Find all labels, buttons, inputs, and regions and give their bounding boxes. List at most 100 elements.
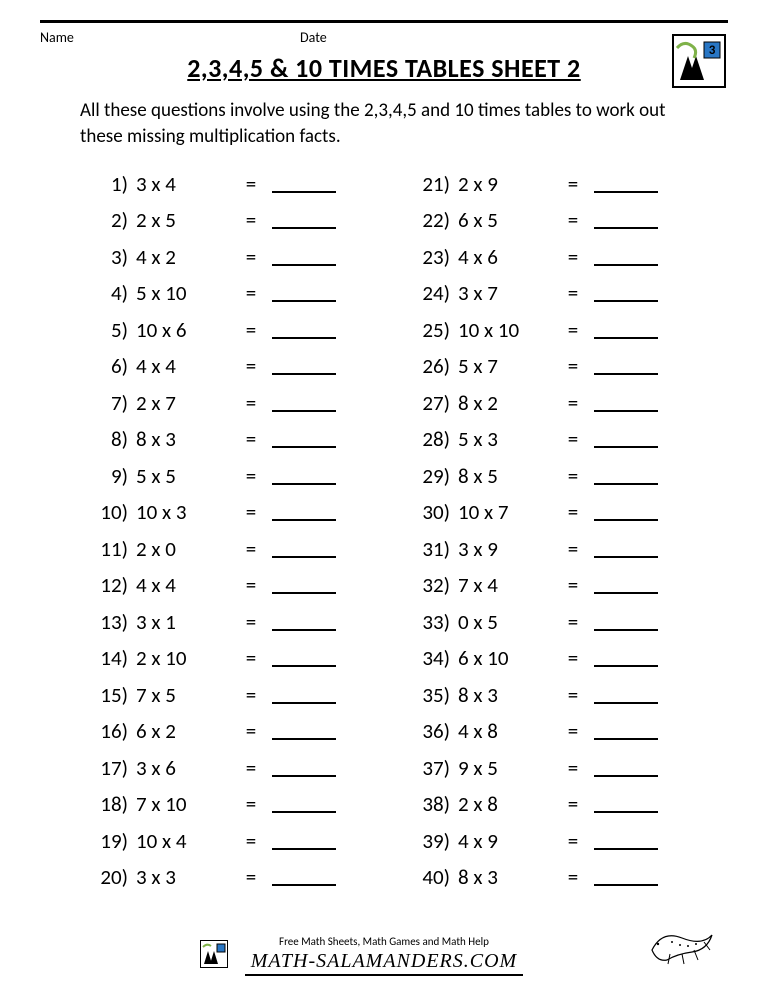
equals-sign: =: [236, 864, 266, 890]
answer-blank[interactable]: [272, 649, 336, 667]
problem-number: 3): [90, 244, 136, 270]
answer-blank[interactable]: [594, 211, 658, 229]
problem-row: 4)5 x 10=: [90, 275, 382, 312]
problem-row: 40)8 x 3=: [412, 859, 704, 896]
answer-blank[interactable]: [594, 394, 658, 412]
problems-column-right: 21)2 x 9=22)6 x 5=23)4 x 6=24)3 x 7=25)1…: [412, 165, 704, 895]
answer-blank[interactable]: [594, 248, 658, 266]
problem-expression: 5 x 5: [136, 463, 236, 489]
answer-blank[interactable]: [594, 795, 658, 813]
answer-blank[interactable]: [272, 613, 336, 631]
answer-blank[interactable]: [594, 321, 658, 339]
equals-sign: =: [236, 536, 266, 562]
problem-expression: 8 x 5: [458, 463, 558, 489]
problem-row: 2)2 x 5=: [90, 202, 382, 239]
problem-row: 12)4 x 4=: [90, 567, 382, 604]
answer-blank[interactable]: [272, 503, 336, 521]
problem-number: 32): [412, 572, 458, 598]
problem-expression: 10 x 10: [458, 317, 558, 343]
equals-sign: =: [558, 755, 588, 781]
problem-expression: 3 x 9: [458, 536, 558, 562]
problem-expression: 2 x 8: [458, 791, 558, 817]
answer-blank[interactable]: [594, 540, 658, 558]
problem-row: 8)8 x 3=: [90, 421, 382, 458]
equals-sign: =: [558, 682, 588, 708]
answer-blank[interactable]: [272, 394, 336, 412]
problems-grid: 1)3 x 4=2)2 x 5=3)4 x 2=4)5 x 10=5)10 x …: [90, 165, 704, 895]
problem-expression: 3 x 4: [136, 171, 236, 197]
answer-blank[interactable]: [594, 868, 658, 886]
problem-expression: 6 x 10: [458, 645, 558, 671]
equals-sign: =: [236, 207, 266, 233]
answer-blank[interactable]: [272, 248, 336, 266]
problem-expression: 3 x 7: [458, 280, 558, 306]
answer-blank[interactable]: [594, 284, 658, 302]
answer-blank[interactable]: [272, 467, 336, 485]
answer-blank[interactable]: [272, 540, 336, 558]
problem-expression: 7 x 5: [136, 682, 236, 708]
equals-sign: =: [236, 317, 266, 343]
problem-number: 1): [90, 171, 136, 197]
answer-blank[interactable]: [594, 430, 658, 448]
problem-expression: 9 x 5: [458, 755, 558, 781]
answer-blank[interactable]: [272, 175, 336, 193]
problem-row: 28)5 x 3=: [412, 421, 704, 458]
answer-blank[interactable]: [272, 868, 336, 886]
problem-expression: 8 x 2: [458, 390, 558, 416]
problem-number: 21): [412, 171, 458, 197]
problem-row: 9)5 x 5=: [90, 457, 382, 494]
equals-sign: =: [558, 244, 588, 270]
answer-blank[interactable]: [272, 576, 336, 594]
answer-blank[interactable]: [594, 613, 658, 631]
equals-sign: =: [558, 645, 588, 671]
problem-number: 19): [90, 828, 136, 854]
problem-number: 8): [90, 426, 136, 452]
answer-blank[interactable]: [272, 759, 336, 777]
answer-blank[interactable]: [272, 686, 336, 704]
worksheet-page: Name Date 3 2,3,4,5 & 10 TIMES TABLES SH…: [0, 0, 768, 905]
problem-expression: 0 x 5: [458, 609, 558, 635]
problem-row: 7)2 x 7=: [90, 384, 382, 421]
answer-blank[interactable]: [594, 503, 658, 521]
problem-number: 40): [412, 864, 458, 890]
equals-sign: =: [236, 609, 266, 635]
equals-sign: =: [236, 280, 266, 306]
answer-blank[interactable]: [594, 649, 658, 667]
answer-blank[interactable]: [272, 357, 336, 375]
answer-blank[interactable]: [272, 430, 336, 448]
answer-blank[interactable]: [272, 832, 336, 850]
answer-blank[interactable]: [594, 357, 658, 375]
answer-blank[interactable]: [272, 795, 336, 813]
equals-sign: =: [558, 718, 588, 744]
answer-blank[interactable]: [594, 686, 658, 704]
problem-expression: 7 x 10: [136, 791, 236, 817]
problem-row: 5)10 x 6=: [90, 311, 382, 348]
answer-blank[interactable]: [272, 211, 336, 229]
answer-blank[interactable]: [594, 722, 658, 740]
equals-sign: =: [558, 536, 588, 562]
problem-number: 15): [90, 682, 136, 708]
answer-blank[interactable]: [594, 467, 658, 485]
problem-expression: 3 x 6: [136, 755, 236, 781]
svg-text:3: 3: [709, 43, 716, 58]
equals-sign: =: [558, 426, 588, 452]
problem-number: 33): [412, 609, 458, 635]
answer-blank[interactable]: [594, 576, 658, 594]
problem-row: 38)2 x 8=: [412, 786, 704, 823]
problem-expression: 5 x 3: [458, 426, 558, 452]
problem-expression: 4 x 6: [458, 244, 558, 270]
problem-expression: 4 x 4: [136, 353, 236, 379]
problem-number: 37): [412, 755, 458, 781]
answer-blank[interactable]: [272, 321, 336, 339]
answer-blank[interactable]: [272, 284, 336, 302]
problem-number: 14): [90, 645, 136, 671]
problem-row: 19)10 x 4=: [90, 822, 382, 859]
problem-row: 24)3 x 7=: [412, 275, 704, 312]
problem-number: 12): [90, 572, 136, 598]
problem-row: 18)7 x 10=: [90, 786, 382, 823]
equals-sign: =: [236, 390, 266, 416]
answer-blank[interactable]: [594, 175, 658, 193]
answer-blank[interactable]: [594, 759, 658, 777]
answer-blank[interactable]: [272, 722, 336, 740]
answer-blank[interactable]: [594, 832, 658, 850]
